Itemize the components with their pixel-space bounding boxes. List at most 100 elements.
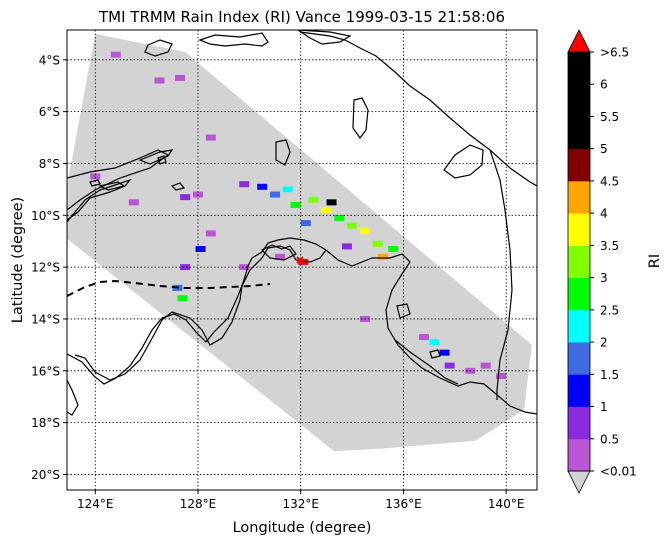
coastline-new-guinea-bird <box>296 30 352 45</box>
tmi-swath <box>67 33 532 452</box>
y-tick-label: 18°S <box>31 416 60 430</box>
colorbar-tick-label: 4.5 <box>600 174 619 188</box>
coastline-cape-york <box>489 149 513 400</box>
colorbar-tick-label: 3.5 <box>600 239 619 253</box>
storm-center-marker <box>296 256 304 264</box>
coastline-australia-north <box>67 237 327 385</box>
rain-cell <box>282 186 293 193</box>
colorbar-segment <box>568 245 590 279</box>
colorbar-segment <box>568 406 590 440</box>
colorbar-tick-label: 2.5 <box>600 303 619 317</box>
x-axis-label: Longitude (degree) <box>233 520 372 536</box>
coastline-buru <box>144 39 173 57</box>
rain-cell <box>257 183 268 190</box>
map-frame <box>66 29 538 491</box>
coastline-tiwi <box>260 244 297 261</box>
y-tick-label: 16°S <box>31 364 60 378</box>
rain-cell <box>177 295 188 302</box>
colorbar-tick-label: 5 <box>600 142 608 156</box>
x-axis-ticks: 124°E 128°E 132°E 136°E 140°E <box>77 490 524 511</box>
y-tick-label: 12°S <box>31 261 60 275</box>
gridlines <box>67 30 537 490</box>
rain-cell <box>205 230 216 237</box>
rain-cell <box>154 77 165 84</box>
y-tick-label: 8°S <box>39 157 60 171</box>
rain-cell <box>388 245 399 252</box>
y-tick-label: 14°S <box>31 312 60 326</box>
colorbar-segment <box>568 148 590 182</box>
colorbar: <0.01 0.5 1 1.5 2 2.5 3 3.5 4 4.5 5 5.5 6 >6.5 <box>567 29 637 494</box>
rain-cell <box>439 349 450 356</box>
x-tick-label: 132°E <box>282 497 319 511</box>
rain-cell <box>429 339 440 346</box>
coastline-small-island-1 <box>170 182 186 191</box>
colorbar-segment <box>568 342 590 375</box>
rain-cell <box>359 227 370 234</box>
rain-cell <box>90 173 101 180</box>
rain-cell <box>326 199 337 206</box>
colorbar-tick-label: 4 <box>600 207 608 221</box>
coastline-aru <box>352 97 369 140</box>
colorbar-segment <box>568 116 590 150</box>
rain-cell <box>128 199 139 206</box>
y-tick-label: 4°S <box>39 53 60 67</box>
colorbar-under-extension <box>567 470 591 494</box>
colorbar-frame <box>567 51 591 472</box>
colorbar-segment <box>568 84 590 117</box>
rain-cell <box>372 240 383 247</box>
rain-cell <box>290 201 301 208</box>
coastlines <box>67 30 537 416</box>
y-tick-label: 6°S <box>39 105 60 119</box>
x-tick-label: 128°E <box>180 497 217 511</box>
rain-cell <box>205 134 216 141</box>
rain-cell <box>110 51 121 58</box>
rain-cell <box>180 264 191 271</box>
coastline-tanimbar <box>275 139 291 166</box>
rain-cell <box>480 362 491 369</box>
coastline-wa-west <box>67 379 79 416</box>
colorbar-segment <box>568 374 590 407</box>
colorbar-tick-label: 1 <box>600 400 608 414</box>
rain-cell <box>321 207 332 214</box>
chart-title: TMI TRMM Rain Index (RI) Vance 1999-03-1… <box>98 8 505 26</box>
y-axis-label: Latitude (degree) <box>10 197 26 323</box>
colorbar-tick-label: 5.5 <box>600 110 619 124</box>
coastline-frederik-hendrik <box>443 144 484 179</box>
colorbar-segment <box>568 180 590 214</box>
y-tick-label: 10°S <box>31 209 60 223</box>
rain-cell <box>275 253 286 260</box>
colorbar-segment <box>568 438 590 472</box>
rain-cell <box>239 181 250 188</box>
rain-cell <box>334 214 345 221</box>
rain-cell <box>308 196 319 203</box>
rain-cell <box>239 264 250 271</box>
colorbar-tick-label: 0.5 <box>600 432 619 446</box>
rain-cell <box>377 253 388 260</box>
coastline-seram <box>198 32 269 47</box>
coastline-wellesley <box>429 349 441 359</box>
colorbar-tick-label: >6.5 <box>600 46 629 60</box>
colorbar-segment <box>568 213 590 246</box>
boundary-dashed-line <box>67 279 271 297</box>
coastline-wetar <box>98 181 126 191</box>
colorbar-tick-label: 3 <box>600 271 608 285</box>
coastline-small-island-2 <box>89 179 101 187</box>
colorbar-tick-label: 2 <box>600 336 608 350</box>
coastline-flores <box>67 178 132 223</box>
colorbar-segment <box>568 52 590 85</box>
rain-cell <box>444 362 455 369</box>
x-tick-label: 136°E <box>385 497 422 511</box>
rain-cell <box>341 243 352 250</box>
colorbar-over-extension <box>567 29 591 53</box>
rain-cell <box>347 222 358 229</box>
colorbar-label: RI <box>647 254 663 268</box>
colorbar-tick-label: 1.5 <box>600 368 619 382</box>
colorbar-segment <box>568 277 590 311</box>
coastline-gulf-south <box>394 339 459 385</box>
colorbar-segment <box>568 309 590 343</box>
rain-cell <box>496 372 507 379</box>
coastline-arnhem-east <box>325 249 537 415</box>
x-tick-label: 124°E <box>77 497 114 511</box>
map-area <box>67 30 537 490</box>
